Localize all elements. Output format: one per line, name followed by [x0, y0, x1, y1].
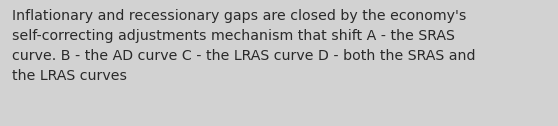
Text: Inflationary and recessionary gaps are closed by the economy's
self-correcting a: Inflationary and recessionary gaps are c… [12, 9, 476, 83]
